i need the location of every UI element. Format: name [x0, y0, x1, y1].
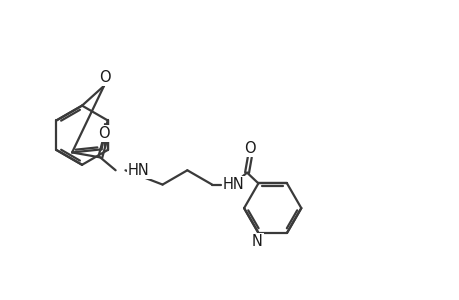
Text: HN: HN	[128, 163, 149, 178]
Text: N: N	[252, 234, 262, 249]
Text: O: O	[98, 126, 110, 141]
Text: O: O	[243, 141, 255, 156]
Text: HN: HN	[223, 177, 244, 192]
Text: O: O	[99, 70, 110, 85]
